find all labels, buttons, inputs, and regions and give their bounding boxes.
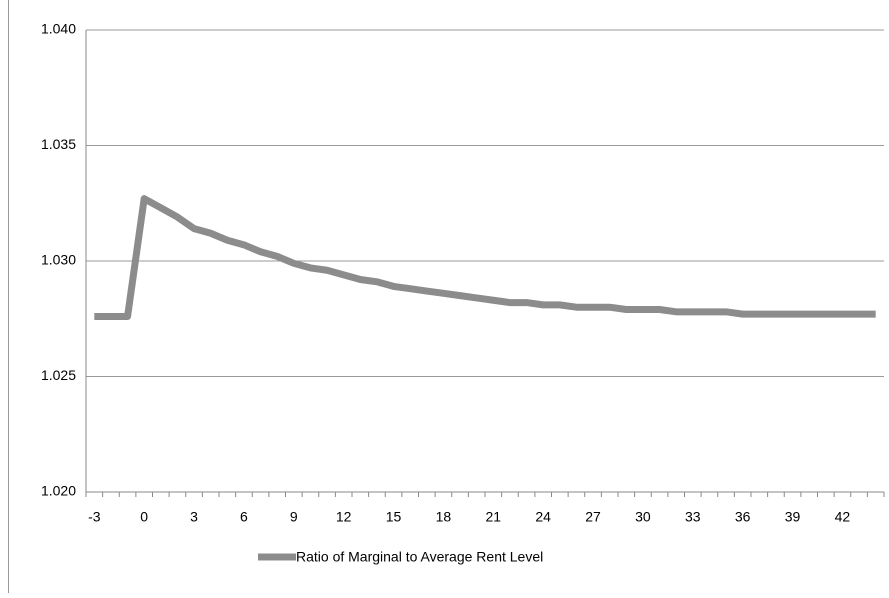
x-tick-label: 27: [585, 509, 601, 525]
x-tick-label: 36: [735, 509, 751, 525]
series-line: [94, 199, 875, 317]
legend-label: Ratio of Marginal to Average Rent Level: [296, 549, 543, 565]
y-tick-label: 1.025: [41, 367, 76, 383]
x-tick-label: 33: [685, 509, 701, 525]
x-tick-label: 12: [336, 509, 352, 525]
x-tick-label: 0: [140, 509, 148, 525]
x-tick-label: 6: [240, 509, 248, 525]
x-tick-label: 24: [535, 509, 551, 525]
x-tick-label: 21: [486, 509, 502, 525]
x-tick-label: 39: [785, 509, 801, 525]
x-tick-label: 3: [190, 509, 198, 525]
y-tick-label: 1.040: [41, 21, 76, 37]
y-tick-label: 1.020: [41, 483, 76, 499]
x-tick-label: 18: [436, 509, 452, 525]
y-tick-label: 1.035: [41, 136, 76, 152]
x-tick-label: 15: [386, 509, 402, 525]
x-tick-label: -3: [88, 509, 101, 525]
x-tick-label: 9: [290, 509, 298, 525]
x-tick-label: 30: [635, 509, 651, 525]
x-tick-label: 42: [835, 509, 851, 525]
y-tick-label: 1.030: [41, 252, 76, 268]
